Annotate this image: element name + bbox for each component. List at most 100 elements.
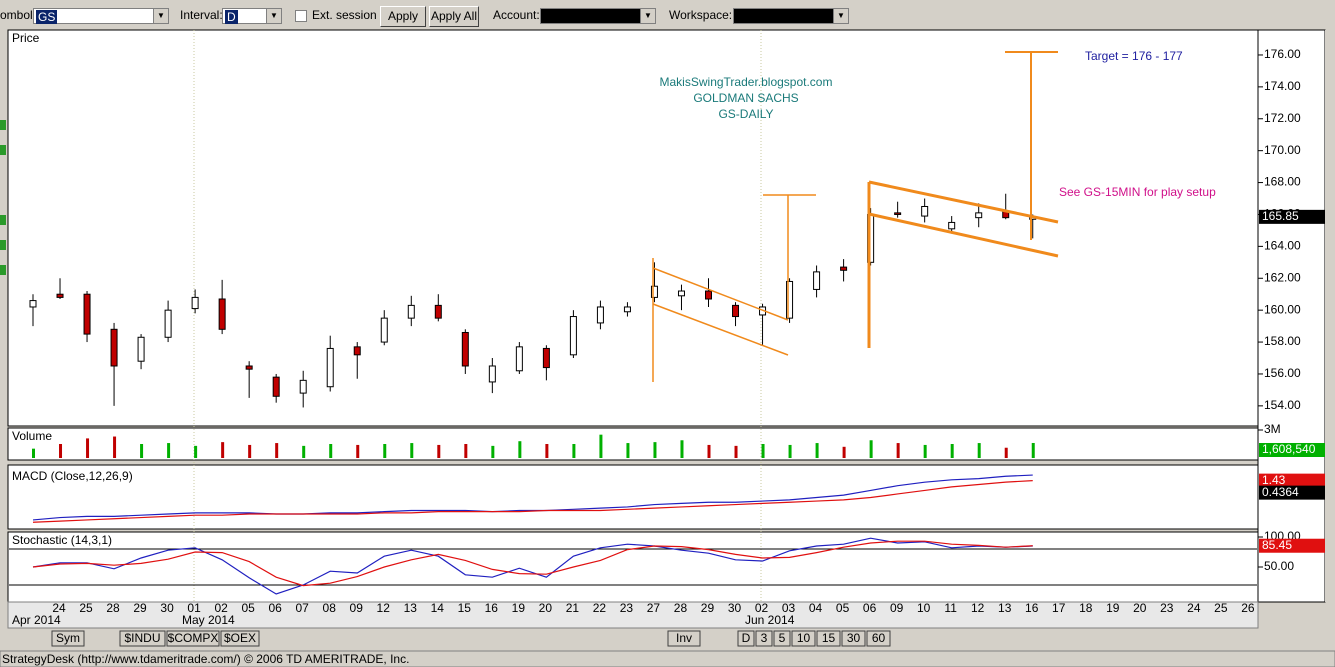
- dropdown-arrow[interactable]: ▼: [640, 9, 655, 23]
- panel-title: Volume: [12, 429, 52, 443]
- tool-icon[interactable]: [0, 145, 6, 155]
- candle-body: [353, 346, 361, 356]
- tab[interactable]: [816, 630, 841, 647]
- volume-panel: [7, 427, 1259, 461]
- tabs: Sym $INDU $COMPX $OEX Inv D 3 5 10 15 30 60: [51, 630, 891, 647]
- tab[interactable]: [667, 630, 701, 647]
- volume-bar: [572, 444, 576, 458]
- volume-bar: [518, 441, 522, 458]
- candle-body: [650, 285, 658, 298]
- apply-button[interactable]: Apply: [380, 6, 426, 27]
- x-tick-label: 29: [133, 601, 147, 615]
- x-tick-label: 22: [593, 601, 607, 615]
- price-axis-panel: [1257, 29, 1326, 603]
- x-tick-label: 08: [323, 601, 337, 615]
- tool-icon[interactable]: [0, 215, 6, 225]
- interval-input[interactable]: D ▼: [222, 8, 282, 24]
- candle-body: [677, 290, 685, 297]
- volume-bar: [140, 444, 144, 458]
- candle-body: [56, 293, 64, 298]
- status-text: StrategyDesk (http://www.tdameritrade.co…: [2, 652, 409, 666]
- symbol-value: GS: [36, 10, 58, 24]
- account-input[interactable]: ▼: [540, 8, 656, 24]
- symbol-input[interactable]: GS ▼: [33, 8, 169, 24]
- annotation: GS-DAILY: [718, 107, 773, 121]
- y-tick-label: 158.00: [1264, 334, 1301, 348]
- annotation: Target = 176 - 177: [1085, 49, 1183, 63]
- flag-line: [652, 303, 789, 356]
- dropdown-arrow[interactable]: ▼: [153, 9, 168, 23]
- account-label: Account:: [493, 8, 540, 22]
- tab[interactable]: [119, 630, 166, 647]
- x-tick-label: 13: [404, 601, 418, 615]
- y-tick-label: 50.00: [1264, 559, 1294, 573]
- volume-bar: [869, 440, 873, 458]
- candle-body: [921, 205, 929, 217]
- ext-session-label: Ext. session: [312, 8, 377, 22]
- volume-bar: [545, 444, 549, 458]
- x-tick-label: 11: [944, 601, 957, 615]
- right-scrollbar[interactable]: [1325, 30, 1335, 602]
- last-price-label-box: [1259, 209, 1325, 224]
- x-tick-label: 16: [1025, 601, 1039, 615]
- last-price-label: 165.85: [1262, 209, 1299, 223]
- tab[interactable]: [737, 630, 755, 647]
- tab[interactable]: [755, 630, 773, 647]
- tab[interactable]: [220, 630, 260, 647]
- flag-line: [652, 267, 789, 321]
- annotation: MakisSwingTrader.blogspot.com: [660, 75, 833, 89]
- volume-bar: [275, 443, 279, 458]
- y-tick-label: 164.00: [1264, 239, 1301, 253]
- candle-body: [218, 298, 226, 330]
- symbol-label: ombol:: [0, 8, 37, 22]
- volume-bar: [599, 434, 603, 458]
- apply-all-button[interactable]: Apply All: [429, 6, 479, 27]
- histogram-label-box: [1259, 485, 1325, 500]
- candle-body: [272, 376, 280, 397]
- dropdown-arrow[interactable]: ▼: [833, 9, 848, 23]
- x-tick-label: 05: [241, 601, 255, 615]
- x-tick-label: 17: [1052, 601, 1066, 615]
- tab-label: 30: [847, 631, 861, 645]
- tool-icon[interactable]: [0, 240, 6, 250]
- candle-body: [137, 336, 145, 362]
- month-label: Apr 2014: [12, 613, 61, 627]
- candle-body: [299, 379, 307, 394]
- tab[interactable]: [166, 630, 220, 647]
- candle-body: [623, 306, 631, 313]
- tab-label: 15: [822, 631, 836, 645]
- x-tick-label: 15: [458, 601, 472, 615]
- candle-body: [705, 290, 712, 300]
- tool-icon[interactable]: [0, 120, 6, 130]
- volume-bar: [734, 445, 738, 458]
- volume-bar: [977, 443, 981, 458]
- y-tick-label: 3M: [1264, 422, 1281, 436]
- workspace-input[interactable]: ▼: [733, 8, 849, 24]
- tab[interactable]: [791, 630, 816, 647]
- volume-bar: [815, 443, 819, 458]
- tool-icon[interactable]: [0, 265, 6, 275]
- volume-bar: [707, 444, 711, 458]
- candle-body: [732, 304, 740, 318]
- volume-bar: [464, 444, 468, 458]
- stochastic-panel: [7, 531, 1259, 603]
- tab[interactable]: [866, 630, 891, 647]
- indicator-line: [32, 540, 1033, 587]
- x-tick-label: 01: [187, 601, 201, 615]
- tab[interactable]: [841, 630, 866, 647]
- volume-bar: [356, 444, 360, 458]
- ext-session-checkbox[interactable]: [295, 10, 307, 22]
- volume-bar: [383, 444, 387, 458]
- interval-value: D: [225, 10, 238, 24]
- volume-bar: [950, 444, 954, 458]
- x-tick-label: 26: [1241, 601, 1255, 615]
- interval-label: Interval:: [180, 8, 223, 22]
- candle-body: [110, 328, 118, 367]
- last-value-label-box: [1259, 473, 1325, 488]
- candle-body: [813, 271, 821, 290]
- dropdown-arrow[interactable]: ▼: [266, 9, 281, 23]
- tab[interactable]: [773, 630, 791, 647]
- tab[interactable]: [51, 630, 85, 647]
